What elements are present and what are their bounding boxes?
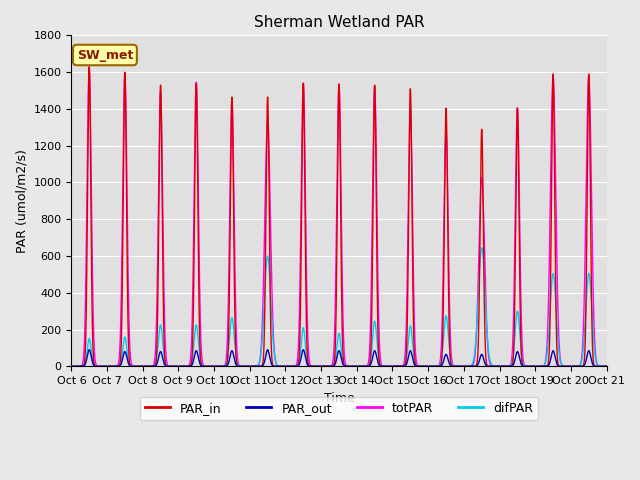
totPAR [602,363,610,369]
PAR_out [164,363,172,369]
totPAR [85,65,93,71]
Line: PAR_out: PAR_out [72,350,607,366]
Line: difPAR: difPAR [72,248,607,366]
PAR_in [490,363,497,369]
Title: Sherman Wetland PAR: Sherman Wetland PAR [253,15,424,30]
totPAR [490,363,497,369]
PAR_in [319,363,327,369]
totPAR [164,362,172,368]
PAR_out [459,363,467,369]
Legend: PAR_in, PAR_out, totPAR, difPAR: PAR_in, PAR_out, totPAR, difPAR [140,396,538,420]
PAR_out [603,363,611,369]
PAR_in [459,363,467,369]
PAR_out [319,363,327,369]
Line: PAR_in: PAR_in [72,67,607,366]
Line: totPAR: totPAR [72,68,607,366]
PAR_in [429,363,437,369]
PAR_in [603,363,611,369]
difPAR [490,363,497,369]
difPAR [478,245,486,251]
PAR_in [68,363,76,369]
difPAR [602,363,610,369]
totPAR [68,363,76,369]
X-axis label: Time: Time [324,392,355,405]
Y-axis label: PAR (umol/m2/s): PAR (umol/m2/s) [15,149,28,253]
PAR_in [85,64,93,70]
totPAR [429,363,437,369]
difPAR [459,363,467,369]
PAR_out [602,363,610,369]
difPAR [429,363,437,369]
difPAR [164,363,172,369]
PAR_in [164,363,172,369]
PAR_out [429,363,437,369]
difPAR [603,363,611,369]
PAR_out [85,347,93,353]
PAR_in [602,363,610,369]
PAR_out [490,363,497,369]
difPAR [319,363,326,369]
difPAR [68,363,76,369]
Text: SW_met: SW_met [77,48,133,61]
totPAR [319,363,327,369]
PAR_out [68,363,76,369]
totPAR [459,363,467,369]
totPAR [603,363,611,369]
